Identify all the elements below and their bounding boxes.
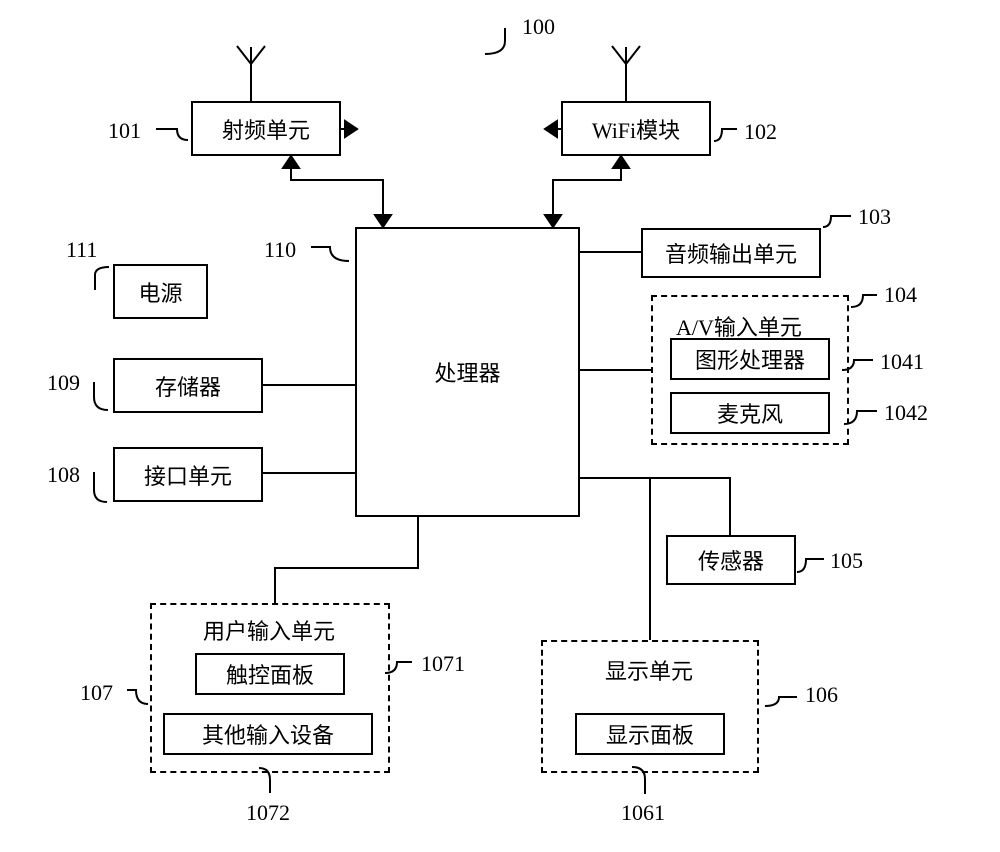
ref-1041: 1041 [880, 349, 924, 375]
rf-unit-label: 射频单元 [222, 113, 310, 145]
processor-box: 处理器 [355, 227, 580, 517]
diagram-canvas: 射频单元 WiFi模块 电源 音频输出单元 图形处理器 麦克风 存储器 接口单元… [0, 0, 1000, 852]
wifi-module-box: WiFi模块 [561, 101, 711, 156]
memory-label: 存储器 [155, 370, 221, 402]
ref-1042: 1042 [884, 400, 928, 426]
ref-100: 100 [522, 14, 555, 40]
av-input-title: A/V输入单元 [676, 310, 802, 342]
power-label: 电源 [138, 276, 182, 308]
ref-106: 106 [805, 682, 838, 708]
sensor-box: 传感器 [666, 535, 796, 585]
power-box: 电源 [113, 264, 208, 319]
ref-1061: 1061 [621, 800, 665, 826]
ref-102: 102 [744, 119, 777, 145]
processor-label: 处理器 [434, 356, 500, 388]
audio-output-label: 音频输出单元 [665, 237, 797, 269]
interface-box: 接口单元 [113, 447, 263, 502]
display-title: 显示单元 [605, 654, 693, 686]
ref-111: 111 [66, 237, 97, 263]
sensor-label: 传感器 [698, 544, 764, 576]
ref-103: 103 [858, 204, 891, 230]
ref-104: 104 [884, 282, 917, 308]
ref-107: 107 [80, 680, 113, 706]
ref-1071: 1071 [421, 651, 465, 677]
rf-unit-box: 射频单元 [191, 101, 341, 156]
ref-101: 101 [108, 118, 141, 144]
ref-105: 105 [830, 548, 863, 574]
memory-box: 存储器 [113, 358, 263, 413]
interface-label: 接口单元 [144, 459, 232, 491]
wifi-module-label: WiFi模块 [592, 113, 680, 145]
ref-108: 108 [47, 462, 80, 488]
ref-110: 110 [264, 237, 296, 263]
ref-109: 109 [47, 370, 80, 396]
audio-output-box: 音频输出单元 [641, 228, 821, 278]
ref-1072: 1072 [246, 800, 290, 826]
user-input-title: 用户输入单元 [203, 614, 335, 646]
